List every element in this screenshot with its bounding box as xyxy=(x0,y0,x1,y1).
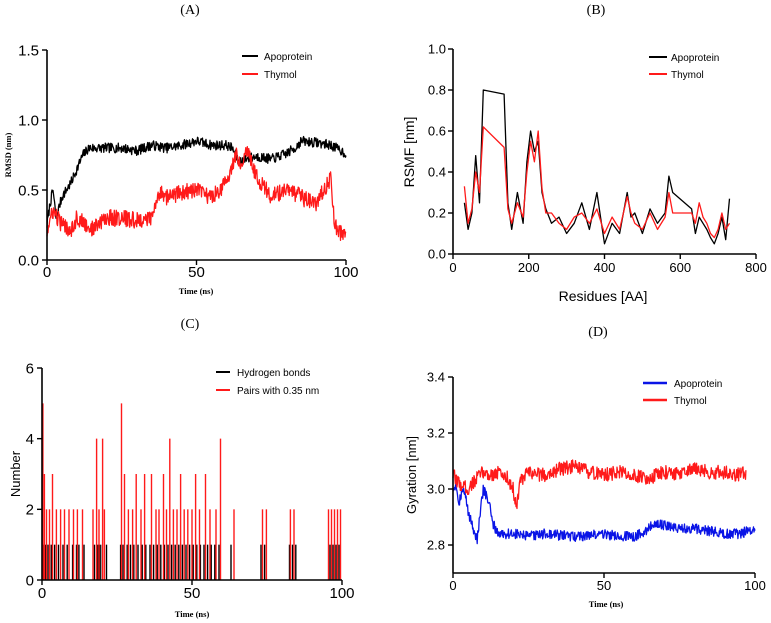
panel-c-x-label: Time (ns) xyxy=(175,609,210,619)
panel-a: (A) 0 50 100 0.0 0.5 1.0 1.5 Time (ns) RMSD (n… xyxy=(3,3,359,296)
x-tick-label: 100 xyxy=(329,585,354,602)
y-tick-label: 1.0 xyxy=(18,112,39,129)
y-tick-label: 2 xyxy=(26,502,34,519)
panel-c-label: (C) xyxy=(181,317,200,332)
y-tick-label: 0.6 xyxy=(428,124,446,139)
y-tick-label: 3.4 xyxy=(427,370,445,385)
panel-b: (B) 0 200 400 600 800 0.0 0.2 0.4 0.6 0.8 1.0 Resi… xyxy=(401,3,767,304)
x-tick-label: 0 xyxy=(449,260,456,275)
x-tick-label: 50 xyxy=(597,578,611,593)
x-tick-label: 50 xyxy=(184,585,201,602)
panel-a-y-label: RMSD (nm) xyxy=(3,133,13,178)
panel-a-label: (A) xyxy=(180,3,200,18)
x-tick-label: 100 xyxy=(744,578,766,593)
panel-c-y-label: Number xyxy=(8,450,23,497)
y-tick-label: 0 xyxy=(26,572,34,589)
panel-b-y-label: RSMF [nm] xyxy=(401,117,417,188)
y-tick-label: 1.0 xyxy=(428,42,446,57)
panel-b-x-label: Residues [AA] xyxy=(559,288,648,304)
panel-d-label: (D) xyxy=(588,325,608,340)
panel-b-legend: Apoprotein Thymol xyxy=(649,53,719,81)
panel-d-x-label: Time (ns) xyxy=(589,599,624,609)
series-line-thymol xyxy=(46,145,347,242)
y-tick-label: 6 xyxy=(26,360,34,377)
panel-b-label: (B) xyxy=(587,3,606,18)
legend-label-hydrogen-bonds: Hydrogen bonds xyxy=(237,368,310,379)
legend-label-apoprotein: Apoprotein xyxy=(671,53,719,64)
panel-c: (C) 0 50 100 0 2 4 6 Time (ns) Number Hydrogen… xyxy=(8,317,355,619)
series-line-thymol xyxy=(463,126,731,239)
x-tick-label: 0 xyxy=(38,585,46,602)
y-tick-label: 0.8 xyxy=(428,83,446,98)
legend-label-thymol: Thymol xyxy=(671,70,704,81)
legend-label-thymol: Thymol xyxy=(674,396,707,407)
panel-a-legend: Apoprotein Thymol xyxy=(242,52,312,81)
panel-d-series xyxy=(452,459,756,545)
x-tick-label: 200 xyxy=(518,260,540,275)
panel-c-bars xyxy=(42,403,342,580)
x-tick-label: 0 xyxy=(449,578,456,593)
series-line-apoprotein xyxy=(463,89,731,245)
panel-d-legend: Apoprotein Thymol xyxy=(643,379,722,407)
y-tick-label: 0.2 xyxy=(428,206,446,221)
legend-label-pairs: Pairs with 0.35 nm xyxy=(237,386,319,397)
y-tick-label: 0.0 xyxy=(18,252,39,269)
y-tick-label: 2.8 xyxy=(427,538,445,553)
y-tick-label: 0.5 xyxy=(18,182,39,199)
legend-label-thymol: Thymol xyxy=(264,70,297,81)
y-tick-label: 4 xyxy=(26,431,34,448)
x-tick-label: 100 xyxy=(333,264,358,281)
x-tick-label: 600 xyxy=(669,260,691,275)
y-tick-label: 1.5 xyxy=(18,42,39,59)
panel-d: (D) 0 50 100 2.8 3.0 3.2 3.4 Time (ns) Gyratio… xyxy=(404,325,766,609)
x-tick-label: 400 xyxy=(594,260,616,275)
panel-d-y-label: Gyration [nm] xyxy=(404,436,419,514)
panel-a-x-label: Time (ns) xyxy=(179,286,214,296)
y-tick-label: 0.0 xyxy=(428,247,446,262)
x-tick-label: 800 xyxy=(745,260,767,275)
series-line-apoprotein xyxy=(452,483,756,545)
legend-label-apoprotein: Apoprotein xyxy=(674,379,722,390)
panel-c-legend: Hydrogen bonds Pairs with 0.35 nm xyxy=(216,368,319,397)
x-tick-label: 50 xyxy=(188,264,205,281)
panel-a-series xyxy=(46,135,347,242)
x-tick-label: 0 xyxy=(43,264,51,281)
legend-label-apoprotein: Apoprotein xyxy=(264,52,312,63)
y-tick-label: 3.0 xyxy=(427,482,445,497)
y-tick-label: 3.2 xyxy=(427,426,445,441)
series-line-apoprotein xyxy=(46,135,347,228)
y-tick-label: 0.4 xyxy=(428,165,446,180)
panel-b-series xyxy=(463,89,731,245)
series-line-thymol xyxy=(452,459,747,510)
